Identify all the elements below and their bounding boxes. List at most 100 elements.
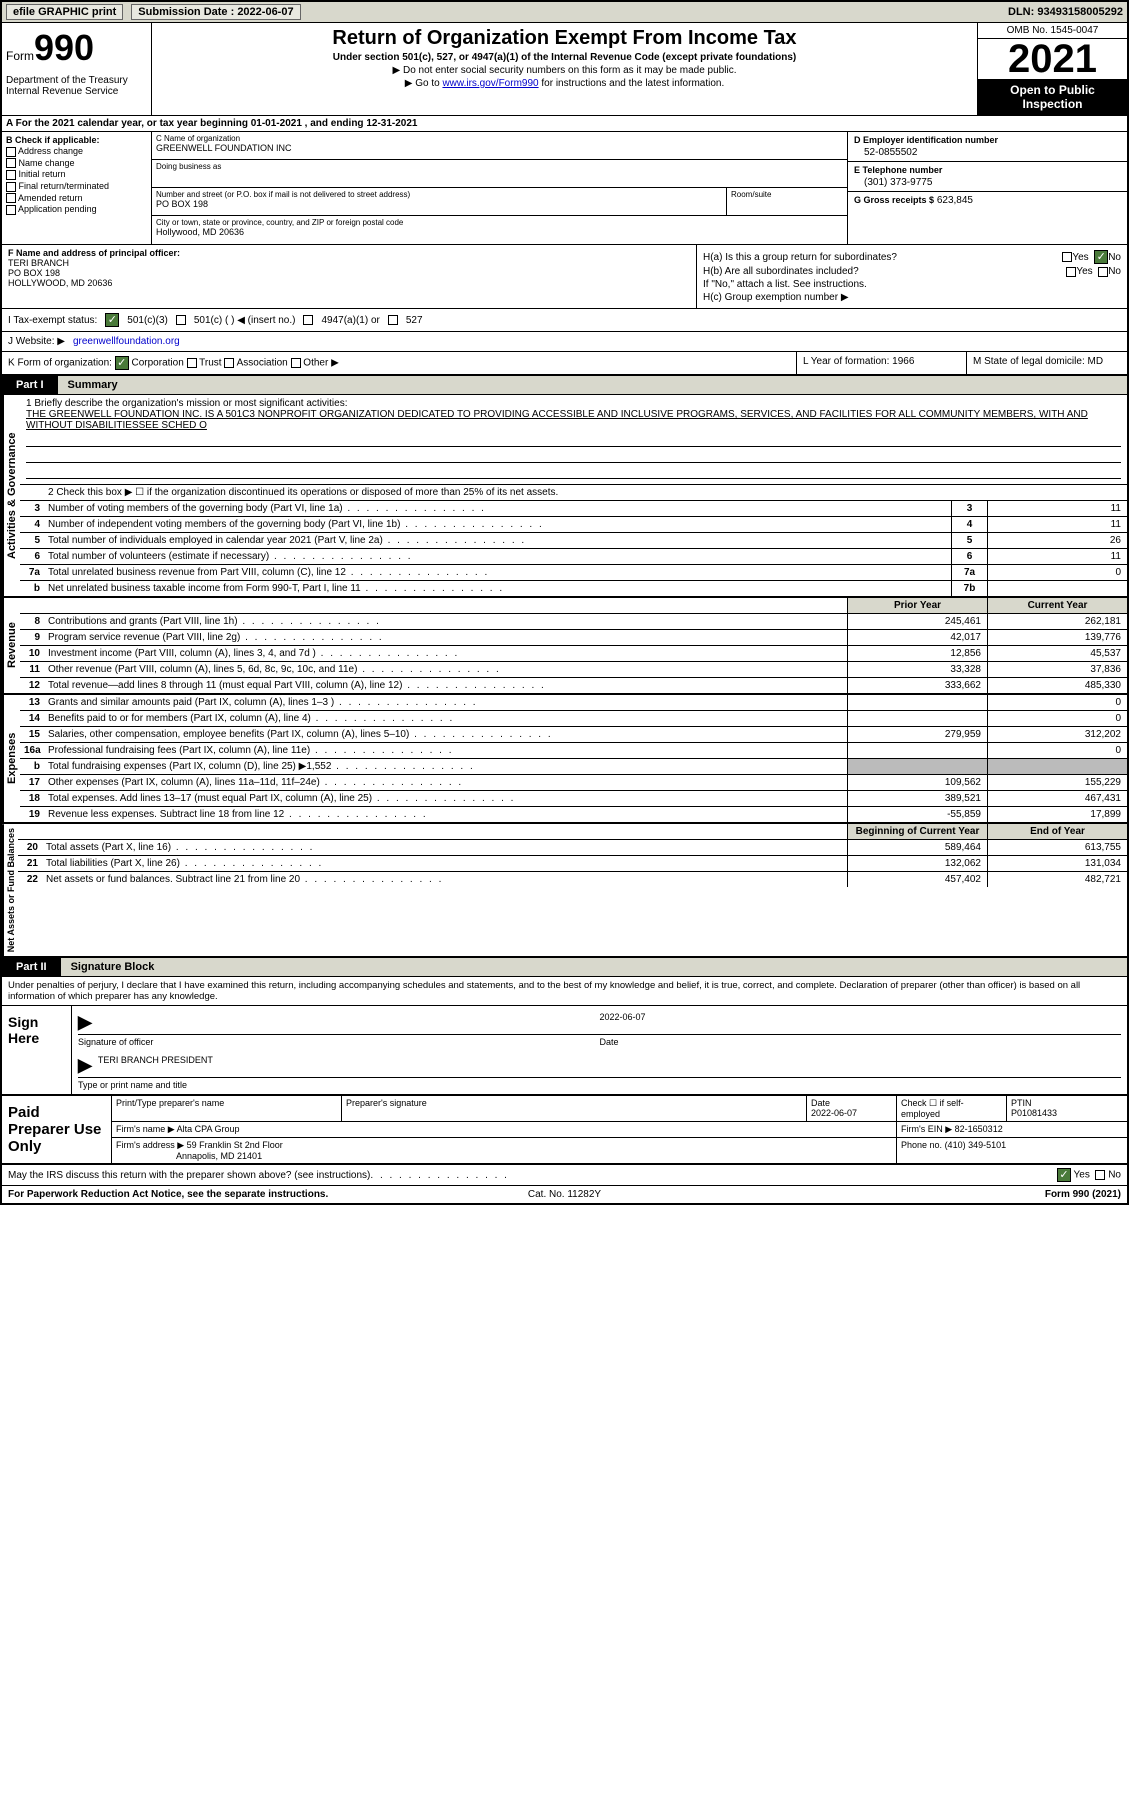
ha-label: H(a) Is this a group return for subordin…	[703, 252, 1062, 263]
hdr-end: End of Year	[987, 824, 1127, 839]
ha-no[interactable]: ✓	[1094, 250, 1108, 264]
table-row: 3Number of voting members of the governi…	[20, 501, 1127, 517]
discuss-no[interactable]	[1095, 1170, 1105, 1180]
form-word: Form	[6, 49, 34, 63]
hdr-curr: Current Year	[987, 598, 1127, 613]
discuss-yes[interactable]: ✓	[1057, 1168, 1071, 1182]
table-row: 9Program service revenue (Part VIII, lin…	[20, 630, 1127, 646]
form-label-box: Form990 Department of the Treasury Inter…	[2, 23, 152, 115]
table-row: 11Other revenue (Part VIII, column (A), …	[20, 662, 1127, 678]
chk-corp[interactable]: ✓	[115, 356, 129, 370]
col-d: D Employer identification number 52-0855…	[847, 132, 1127, 244]
city: Hollywood, MD 20636	[156, 227, 843, 237]
officer-label: F Name and address of principal officer:	[8, 248, 690, 258]
chk-final[interactable]	[6, 182, 16, 192]
bottom-row: For Paperwork Reduction Act Notice, see …	[2, 1186, 1127, 1203]
formorg-label: K Form of organization:	[8, 358, 112, 369]
ha-yes[interactable]	[1062, 252, 1072, 262]
rev-block: Revenue Prior YearCurrent Year 8Contribu…	[2, 598, 1127, 695]
phone: (301) 373-9775	[854, 177, 1121, 188]
hc-label: H(c) Group exemption number ▶	[703, 292, 1121, 303]
org-name-label: C Name of organization	[156, 134, 843, 143]
chk-other[interactable]	[291, 358, 301, 368]
form-number: 990	[34, 27, 94, 68]
form-container: efile GRAPHIC print Submission Date : 20…	[0, 0, 1129, 1205]
col-b-header: B Check if applicable:	[6, 135, 147, 145]
hb-yes[interactable]	[1066, 267, 1076, 277]
tax-status-label: I Tax-exempt status:	[8, 315, 97, 326]
website-label: J Website: ▶	[8, 336, 65, 347]
chk-initial[interactable]	[6, 170, 16, 180]
fgh-section: F Name and address of principal officer:…	[2, 245, 1127, 309]
org-name: GREENWELL FOUNDATION INC	[156, 143, 843, 153]
ptin: P01081433	[1011, 1108, 1057, 1118]
mission-box: 1 Briefly describe the organization's mi…	[20, 395, 1127, 485]
exp-block: Expenses 13Grants and similar amounts pa…	[2, 695, 1127, 824]
sig-label: Signature of officer	[78, 1037, 600, 1047]
submission-date: Submission Date : 2022-06-07	[131, 4, 300, 20]
cat-no: Cat. No. 11282Y	[528, 1189, 601, 1200]
gross-label: G Gross receipts $	[854, 195, 934, 205]
hb-no[interactable]	[1098, 267, 1108, 277]
part1-title: Summary	[58, 376, 1127, 394]
part2-title: Signature Block	[61, 958, 1127, 976]
col-b: B Check if applicable: Address change Na…	[2, 132, 152, 244]
officer-addr2: HOLLYWOOD, MD 20636	[8, 278, 690, 288]
room-label: Room/suite	[727, 188, 847, 215]
inspection-badge: Open to Public Inspection	[978, 79, 1127, 115]
table-row: 17Other expenses (Part IX, column (A), l…	[20, 775, 1127, 791]
preparer-block: Paid Preparer Use Only Print/Type prepar…	[2, 1096, 1127, 1165]
table-row: 4Number of independent voting members of…	[20, 517, 1127, 533]
tax-year: 2021	[978, 39, 1127, 79]
arrow-icon: ▶	[78, 1055, 92, 1076]
chk-pending[interactable]	[6, 205, 16, 215]
row-i: I Tax-exempt status: ✓501(c)(3) 501(c) (…	[2, 309, 1127, 332]
table-row: 15Salaries, other compensation, employee…	[20, 727, 1127, 743]
irs-link[interactable]: www.irs.gov/Form990	[442, 78, 538, 89]
chk-4947[interactable]	[303, 315, 313, 325]
sig-date: 2022-06-07	[600, 1012, 1122, 1033]
col-f: F Name and address of principal officer:…	[2, 245, 697, 308]
chk-527[interactable]	[388, 315, 398, 325]
hdr-prior: Prior Year	[847, 598, 987, 613]
officer-name: TERI BRANCH	[8, 258, 690, 268]
table-row: 10Investment income (Part VIII, column (…	[20, 646, 1127, 662]
table-row: 6Total number of volunteers (estimate if…	[20, 549, 1127, 565]
firm-addr1: 59 Franklin St 2nd Floor	[187, 1140, 283, 1150]
row-klm: K Form of organization: ✓ Corporation Tr…	[2, 352, 1127, 376]
efile-button[interactable]: efile GRAPHIC print	[6, 4, 123, 20]
firm-phone: (410) 349-5101	[945, 1140, 1007, 1150]
chk-amended[interactable]	[6, 193, 16, 203]
officer-addr1: PO BOX 198	[8, 268, 690, 278]
chk-trust[interactable]	[187, 358, 197, 368]
header: Form990 Department of the Treasury Inter…	[2, 23, 1127, 116]
declaration: Under penalties of perjury, I declare th…	[2, 977, 1127, 1006]
note-ssn: ▶ Do not enter social security numbers o…	[156, 65, 973, 76]
table-row: 7aTotal unrelated business revenue from …	[20, 565, 1127, 581]
line2: 2 Check this box ▶ ☐ if the organization…	[44, 485, 1127, 500]
form-ref: Form 990 (2021)	[1045, 1189, 1121, 1200]
table-row: bTotal fundraising expenses (Part IX, co…	[20, 759, 1127, 775]
chk-name[interactable]	[6, 158, 16, 168]
chk-address[interactable]	[6, 147, 16, 157]
table-row: 13Grants and similar amounts paid (Part …	[20, 695, 1127, 711]
discuss-q: May the IRS discuss this return with the…	[8, 1170, 370, 1181]
chk-assoc[interactable]	[224, 358, 234, 368]
sign-block: Sign Here ▶ 2022-06-07 Signature of offic…	[2, 1006, 1127, 1096]
firm-name: Alta CPA Group	[177, 1124, 240, 1134]
hdr-beg: Beginning of Current Year	[847, 824, 987, 839]
prep-date: 2022-06-07	[811, 1108, 857, 1118]
chk-501c[interactable]	[176, 315, 186, 325]
prep-name-lbl: Print/Type preparer's name	[112, 1096, 342, 1121]
table-row: 14Benefits paid to or for members (Part …	[20, 711, 1127, 727]
net-label: Net Assets or Fund Balances	[2, 824, 18, 956]
sign-here-label: Sign Here	[2, 1006, 72, 1094]
hb-note: If "No," attach a list. See instructions…	[703, 279, 1121, 290]
website-link[interactable]: greenwellfoundation.org	[73, 336, 180, 347]
top-bar: efile GRAPHIC print Submission Date : 20…	[2, 2, 1127, 23]
col-h: H(a) Is this a group return for subordin…	[697, 245, 1127, 308]
chk-501c3[interactable]: ✓	[105, 313, 119, 327]
officer-name-sig: TERI BRANCH PRESIDENT	[98, 1055, 213, 1076]
street-label: Number and street (or P.O. box if mail i…	[156, 190, 722, 199]
preparer-label: Paid Preparer Use Only	[2, 1096, 112, 1163]
